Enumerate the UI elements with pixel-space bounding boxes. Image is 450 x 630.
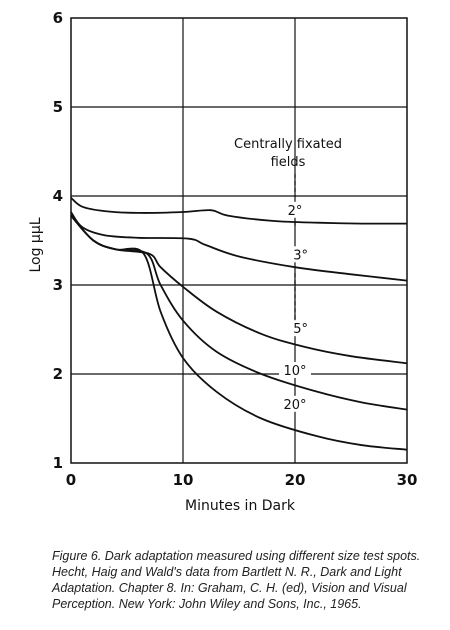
curve-label-bg (288, 320, 313, 337)
figure-caption: Figure 6. Dark adaptation measured using… (52, 549, 421, 611)
x-tick-label: 30 (397, 471, 418, 489)
y-tick-label: 2 (53, 365, 63, 383)
curve-label-bg (279, 362, 311, 378)
curve-line (70, 214, 408, 411)
tick-labels: 0 10 20 30 1 2 3 4 5 6 (53, 9, 418, 489)
annotation-line-2: fields (271, 155, 306, 170)
y-tick-label: 4 (53, 187, 63, 205)
dark-adaptation-chart: 0 10 20 30 1 2 3 4 5 6 2° 3° 5° 10° 20° Minutes in Da… (28, 9, 418, 514)
curve-label-bg (279, 395, 311, 412)
curve-line (70, 214, 408, 451)
y-tick-label: 6 (53, 9, 63, 27)
y-tick-label: 5 (53, 98, 63, 116)
curve-label: 3° (293, 248, 308, 263)
x-axis-label: Minutes in Dark (185, 498, 296, 514)
plot-frame (70, 17, 408, 464)
grid-lines (71, 18, 407, 463)
curves (70, 197, 408, 451)
y-axis-label: Log µµL (28, 217, 44, 272)
curve-label-bg (283, 201, 307, 218)
y-tick-label: 1 (53, 454, 63, 472)
curve-label: 20° (283, 398, 306, 413)
curve-label-bg (288, 246, 313, 263)
annotation-line-1: Centrally fixated (234, 137, 342, 152)
curve-labels: 2° 3° 5° 10° 20° (279, 174, 313, 413)
y-tick-label: 3 (53, 276, 63, 294)
curve-line (70, 211, 408, 282)
curve-label: 10° (283, 364, 306, 379)
x-tick-label: 10 (173, 471, 194, 489)
x-tick-label: 0 (66, 471, 76, 489)
curve-line (70, 197, 408, 225)
curve-label: 5° (293, 322, 308, 337)
curve-label: 2° (288, 204, 303, 219)
x-tick-label: 20 (285, 471, 306, 489)
